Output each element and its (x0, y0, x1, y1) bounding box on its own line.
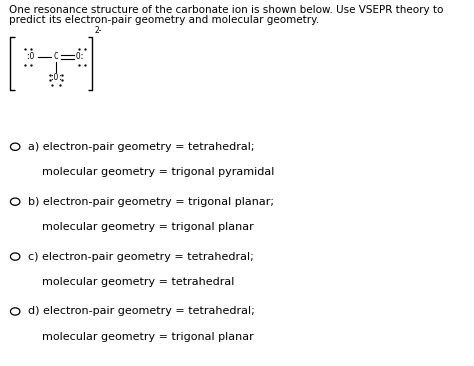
Text: :O:: :O: (49, 73, 63, 82)
Text: C: C (54, 52, 58, 61)
Text: predict its electron-pair geometry and molecular geometry.: predict its electron-pair geometry and m… (9, 15, 319, 25)
Text: O:: O: (76, 52, 85, 61)
Text: One resonance structure of the carbonate ion is shown below. Use VSEPR theory to: One resonance structure of the carbonate… (9, 5, 444, 15)
Text: molecular geometry = trigonal planar: molecular geometry = trigonal planar (42, 332, 254, 342)
Text: molecular geometry = trigonal pyramidal: molecular geometry = trigonal pyramidal (42, 167, 274, 177)
Text: 2-: 2- (94, 26, 102, 35)
Text: molecular geometry = trigonal planar: molecular geometry = trigonal planar (42, 222, 254, 232)
Text: :O: :O (25, 52, 34, 61)
Text: b) electron-pair geometry = trigonal planar;: b) electron-pair geometry = trigonal pla… (28, 197, 274, 207)
Text: d) electron-pair geometry = tetrahedral;: d) electron-pair geometry = tetrahedral; (28, 306, 255, 317)
Text: a) electron-pair geometry = tetrahedral;: a) electron-pair geometry = tetrahedral; (28, 142, 255, 152)
Text: molecular geometry = tetrahedral: molecular geometry = tetrahedral (42, 277, 234, 287)
Text: c) electron-pair geometry = tetrahedral;: c) electron-pair geometry = tetrahedral; (28, 251, 254, 262)
